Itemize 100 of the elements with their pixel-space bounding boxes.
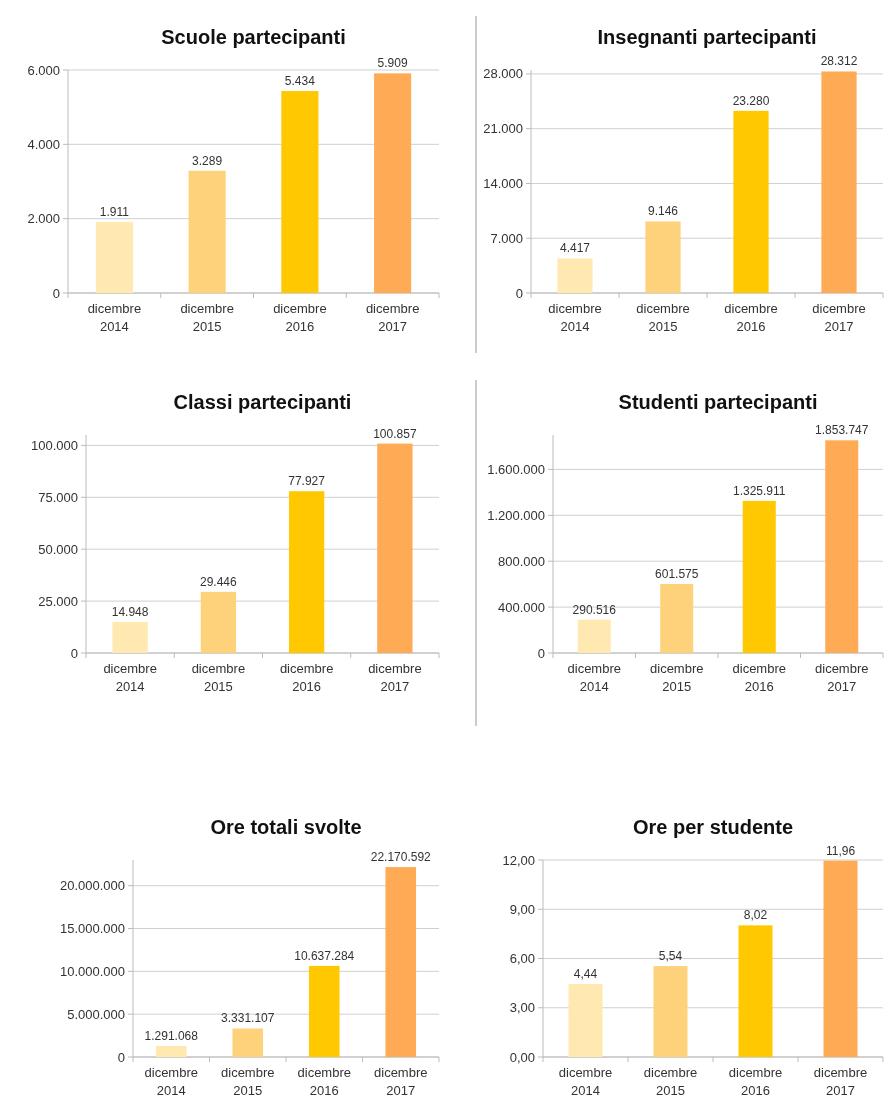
y-tick-label: 0 xyxy=(117,1049,125,1065)
bar xyxy=(308,965,340,1057)
bar xyxy=(281,91,319,293)
data-label: 1.325.911 xyxy=(733,483,786,498)
data-label: 290.516 xyxy=(572,602,617,617)
x-tick-label: dicembre 2015 xyxy=(221,1065,275,1098)
bar xyxy=(825,440,859,653)
x-tick-label: dicembre 2014 xyxy=(567,661,621,694)
data-label: 23.280 xyxy=(732,93,770,108)
data-label: 1.911 xyxy=(99,204,130,219)
x-tick-label: dicembre 2014 xyxy=(103,661,157,694)
data-label: 5,54 xyxy=(658,949,683,964)
chart-title: Classi partecipanti xyxy=(173,391,352,413)
y-tick-label: 20.000.000 xyxy=(59,878,125,894)
chart-title: Scuole partecipanti xyxy=(161,26,346,48)
y-tick-label: 12,00 xyxy=(502,852,535,868)
y-tick-label: 50.000 xyxy=(38,541,78,557)
y-tick-label: 0,00 xyxy=(509,1049,535,1065)
x-tick-label: dicembre 2017 xyxy=(813,1065,868,1098)
data-label: 22.170.592 xyxy=(370,850,432,865)
bar xyxy=(188,170,226,293)
y-tick-label: 5.000.000 xyxy=(67,1006,125,1022)
y-tick-label: 75.000 xyxy=(38,489,78,505)
x-tick-label: dicembre 2015 xyxy=(636,301,690,334)
x-tick-label: dicembre 2015 xyxy=(191,661,246,694)
data-label: 28.312 xyxy=(820,54,858,69)
bar xyxy=(374,73,412,293)
x-tick-label: dicembre 2017 xyxy=(365,301,420,334)
data-label: 4.417 xyxy=(559,241,591,256)
y-tick-label: 0 xyxy=(70,645,78,661)
x-tick-label: dicembre 2016 xyxy=(732,661,786,694)
data-label: 14.948 xyxy=(111,604,149,619)
x-tick-label: dicembre 2016 xyxy=(728,1065,783,1098)
data-label: 9.146 xyxy=(647,204,679,219)
x-tick-label: dicembre 2017 xyxy=(374,1065,428,1098)
bar xyxy=(200,591,237,653)
chart-title: Ore totali svolte xyxy=(210,816,362,838)
bar xyxy=(823,860,858,1057)
y-tick-label: 1.600.000 xyxy=(487,461,545,477)
y-tick-label: 800.000 xyxy=(498,553,545,569)
x-tick-label: dicembre 2015 xyxy=(643,1065,698,1098)
x-tick-label: dicembre 2017 xyxy=(812,301,866,334)
bar xyxy=(577,619,611,653)
x-tick-label: dicembre 2014 xyxy=(87,301,142,334)
bar xyxy=(738,925,773,1057)
data-label: 1.853.747 xyxy=(815,423,869,438)
bar xyxy=(568,984,603,1057)
data-label: 10.637.284 xyxy=(294,948,355,963)
x-tick-label: dicembre 2017 xyxy=(815,661,869,694)
bar xyxy=(733,110,769,293)
y-tick-label: 0 xyxy=(52,285,60,301)
bar xyxy=(742,500,776,653)
y-tick-label: 4.000 xyxy=(27,136,60,152)
x-tick-label: dicembre 2015 xyxy=(180,301,234,334)
y-tick-label: 2.000 xyxy=(27,211,60,227)
x-tick-label: dicembre 2016 xyxy=(724,301,778,334)
bar xyxy=(660,583,694,653)
bar xyxy=(653,966,688,1057)
data-label: 5.909 xyxy=(377,56,408,71)
y-tick-label: 14.000 xyxy=(483,176,523,192)
data-label: 29.446 xyxy=(200,574,238,589)
bar xyxy=(232,1028,264,1057)
y-tick-label: 1.200.000 xyxy=(487,507,545,523)
data-label: 4,44 xyxy=(573,967,598,982)
data-label: 8,02 xyxy=(743,908,768,923)
chart-title: Studenti partecipanti xyxy=(618,391,818,413)
data-label: 3.289 xyxy=(192,153,223,168)
y-tick-label: 7.000 xyxy=(490,230,523,246)
data-label: 100.857 xyxy=(373,426,417,441)
y-tick-label: 6.000 xyxy=(27,62,60,78)
x-tick-label: dicembre 2014 xyxy=(548,301,602,334)
bar xyxy=(557,258,593,293)
data-label: 77.927 xyxy=(288,474,326,489)
y-tick-label: 25.000 xyxy=(38,593,78,609)
y-tick-label: 3,00 xyxy=(509,1000,535,1016)
bar xyxy=(288,491,325,653)
x-tick-label: dicembre 2015 xyxy=(650,661,704,694)
bar xyxy=(112,621,148,653)
y-tick-label: 100.000 xyxy=(31,437,78,453)
bar xyxy=(385,867,417,1057)
data-label: 5.434 xyxy=(284,74,316,89)
x-tick-label: dicembre 2016 xyxy=(297,1065,351,1098)
x-tick-label: dicembre 2017 xyxy=(368,661,422,694)
x-tick-label: dicembre 2014 xyxy=(144,1065,198,1098)
bar xyxy=(821,71,857,293)
y-tick-label: 6,00 xyxy=(509,951,535,967)
data-label: 1.291.068 xyxy=(144,1028,199,1043)
x-tick-label: dicembre 2016 xyxy=(273,301,327,334)
y-tick-label: 0 xyxy=(537,645,545,661)
bar xyxy=(645,221,681,293)
data-label: 3.331.107 xyxy=(221,1011,275,1026)
y-tick-label: 0 xyxy=(515,285,523,301)
y-tick-label: 28.000 xyxy=(483,66,523,82)
y-tick-label: 15.000.000 xyxy=(59,921,125,937)
chart-title: Ore per studente xyxy=(632,816,794,838)
bar xyxy=(377,443,413,653)
x-tick-label: dicembre 2014 xyxy=(558,1065,613,1098)
y-tick-label: 400.000 xyxy=(498,599,545,615)
data-label: 11,96 xyxy=(825,843,856,858)
y-tick-label: 10.000.000 xyxy=(59,963,125,979)
